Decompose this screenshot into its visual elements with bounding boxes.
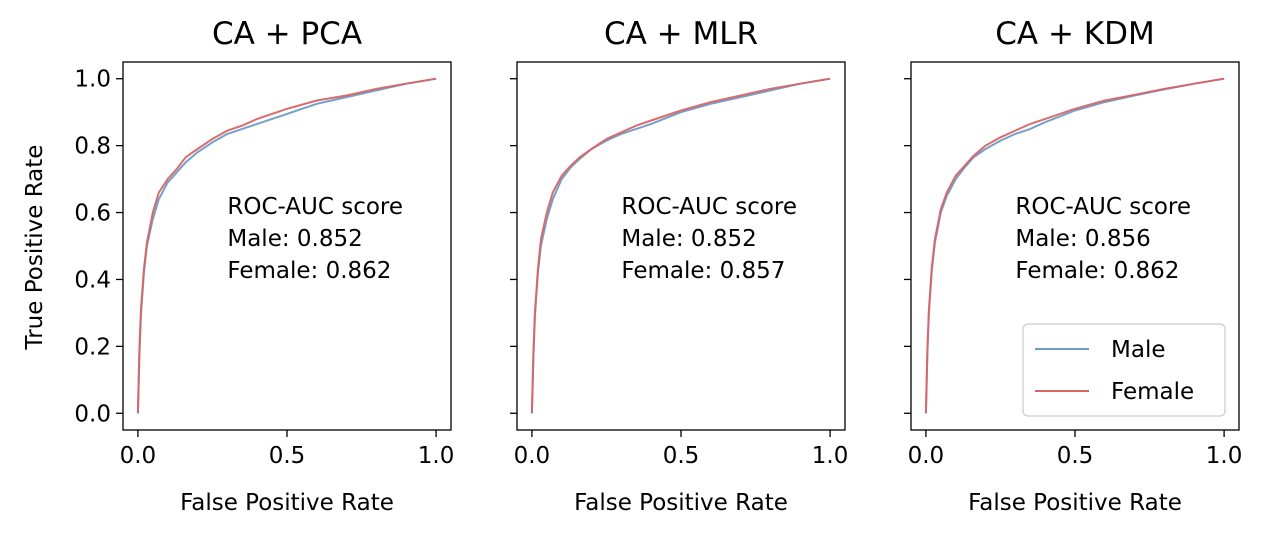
roc-auc-annotation: Female: 0.857 bbox=[621, 258, 785, 284]
roc-auc-annotation: Male: 0.856 bbox=[1015, 226, 1150, 252]
x-axis-label: False Positive Rate bbox=[574, 490, 788, 516]
roc-curve-female bbox=[924, 77, 1225, 414]
x-tick-label: 0.5 bbox=[269, 443, 306, 469]
y-tick-label: 0.4 bbox=[74, 267, 111, 293]
y-tick-label: 1.0 bbox=[74, 67, 111, 93]
roc-curve-female bbox=[136, 77, 437, 414]
x-tick-label: 0.5 bbox=[663, 443, 700, 469]
panel-ca-kdm: CA + KDM 0.0 0.5 1.0 False Positive Rate ROC-… bbox=[904, 16, 1242, 516]
x-tick-label: 0.0 bbox=[908, 443, 945, 469]
y-axis-label: True Positive Rate bbox=[22, 145, 48, 351]
y-tick-label: 0.0 bbox=[74, 401, 111, 427]
y-tick-label: 0.6 bbox=[74, 201, 111, 227]
roc-curve-female bbox=[530, 77, 831, 414]
x-tick-label: 0.5 bbox=[1057, 443, 1094, 469]
roc-auc-annotation: Male: 0.852 bbox=[621, 226, 756, 252]
x-tick-label: 1.0 bbox=[418, 443, 455, 469]
plot-frame bbox=[516, 61, 846, 431]
legend-label-male: Male bbox=[1111, 337, 1165, 363]
roc-auc-annotation: ROC-AUC score bbox=[227, 194, 403, 220]
chart-title: CA + MLR bbox=[604, 16, 758, 52]
roc-auc-annotation: Male: 0.852 bbox=[227, 226, 362, 252]
x-axis-label: False Positive Rate bbox=[968, 490, 1182, 516]
x-tick-label: 0.0 bbox=[514, 443, 551, 469]
chart-title: CA + PCA bbox=[212, 16, 362, 52]
y-tick-label: 0.2 bbox=[74, 334, 111, 360]
roc-auc-annotation: Female: 0.862 bbox=[227, 258, 391, 284]
panel-ca-mlr: CA + MLR 0.0 0.5 1.0 False Positive Rate ROC-… bbox=[510, 16, 848, 516]
panel-ca-pca: CA + PCA 0.0 0.5 1.0 0.0 0.2 0.4 0.6 0.8 1.0 False… bbox=[74, 16, 454, 516]
legend-box bbox=[1022, 323, 1226, 417]
plot-frame bbox=[122, 61, 452, 431]
x-axis-label: False Positive Rate bbox=[180, 490, 394, 516]
roc-auc-annotation: ROC-AUC score bbox=[621, 194, 797, 220]
x-tick-label: 1.0 bbox=[812, 443, 849, 469]
x-tick-label: 0.0 bbox=[120, 443, 157, 469]
chart-title: CA + KDM bbox=[995, 16, 1154, 52]
roc-auc-annotation: ROC-AUC score bbox=[1015, 194, 1191, 220]
plot-frame bbox=[910, 61, 1240, 431]
roc-auc-annotation: Female: 0.862 bbox=[1015, 258, 1179, 284]
legend-label-female: Female bbox=[1111, 379, 1194, 405]
y-tick-label: 0.8 bbox=[74, 134, 111, 160]
x-tick-label: 1.0 bbox=[1206, 443, 1243, 469]
